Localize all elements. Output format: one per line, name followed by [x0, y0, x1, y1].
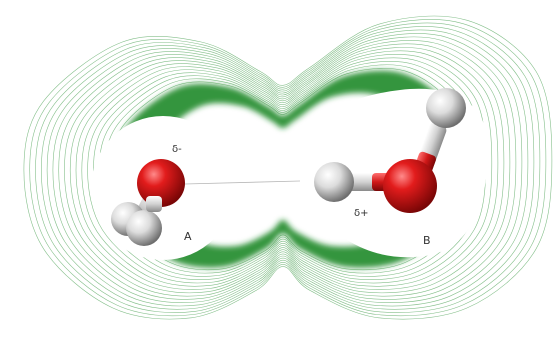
contour-line: [35, 22, 541, 313]
molecule-b-label: B: [423, 234, 431, 247]
contour-line: [69, 43, 505, 294]
hydrogen-atom-b1: [314, 162, 354, 202]
contour-line: [81, 50, 493, 287]
molecule-b: [314, 88, 466, 213]
contour-line: [40, 26, 535, 310]
hydrogen-bond-line: [184, 180, 301, 185]
contour-line: [58, 36, 517, 300]
contour-line: [52, 33, 523, 303]
contour-line: [46, 29, 529, 307]
partial-negative-label: δ-: [172, 144, 182, 155]
oxygen-atom-a: [137, 159, 185, 207]
bond-a-oh2: [146, 196, 162, 212]
oxygen-atom-b: [383, 159, 437, 213]
hydrogen-atom-a2: [126, 210, 162, 246]
contour-line: [23, 15, 553, 320]
contour-line: [29, 19, 547, 317]
contour-line: [64, 40, 511, 297]
contour-line: [75, 47, 499, 290]
molecule-a: [111, 159, 185, 246]
partial-positive-label: δ+: [354, 208, 369, 219]
molecule-a-label: A: [184, 230, 192, 243]
hydrogen-atom-b2: [426, 88, 466, 128]
